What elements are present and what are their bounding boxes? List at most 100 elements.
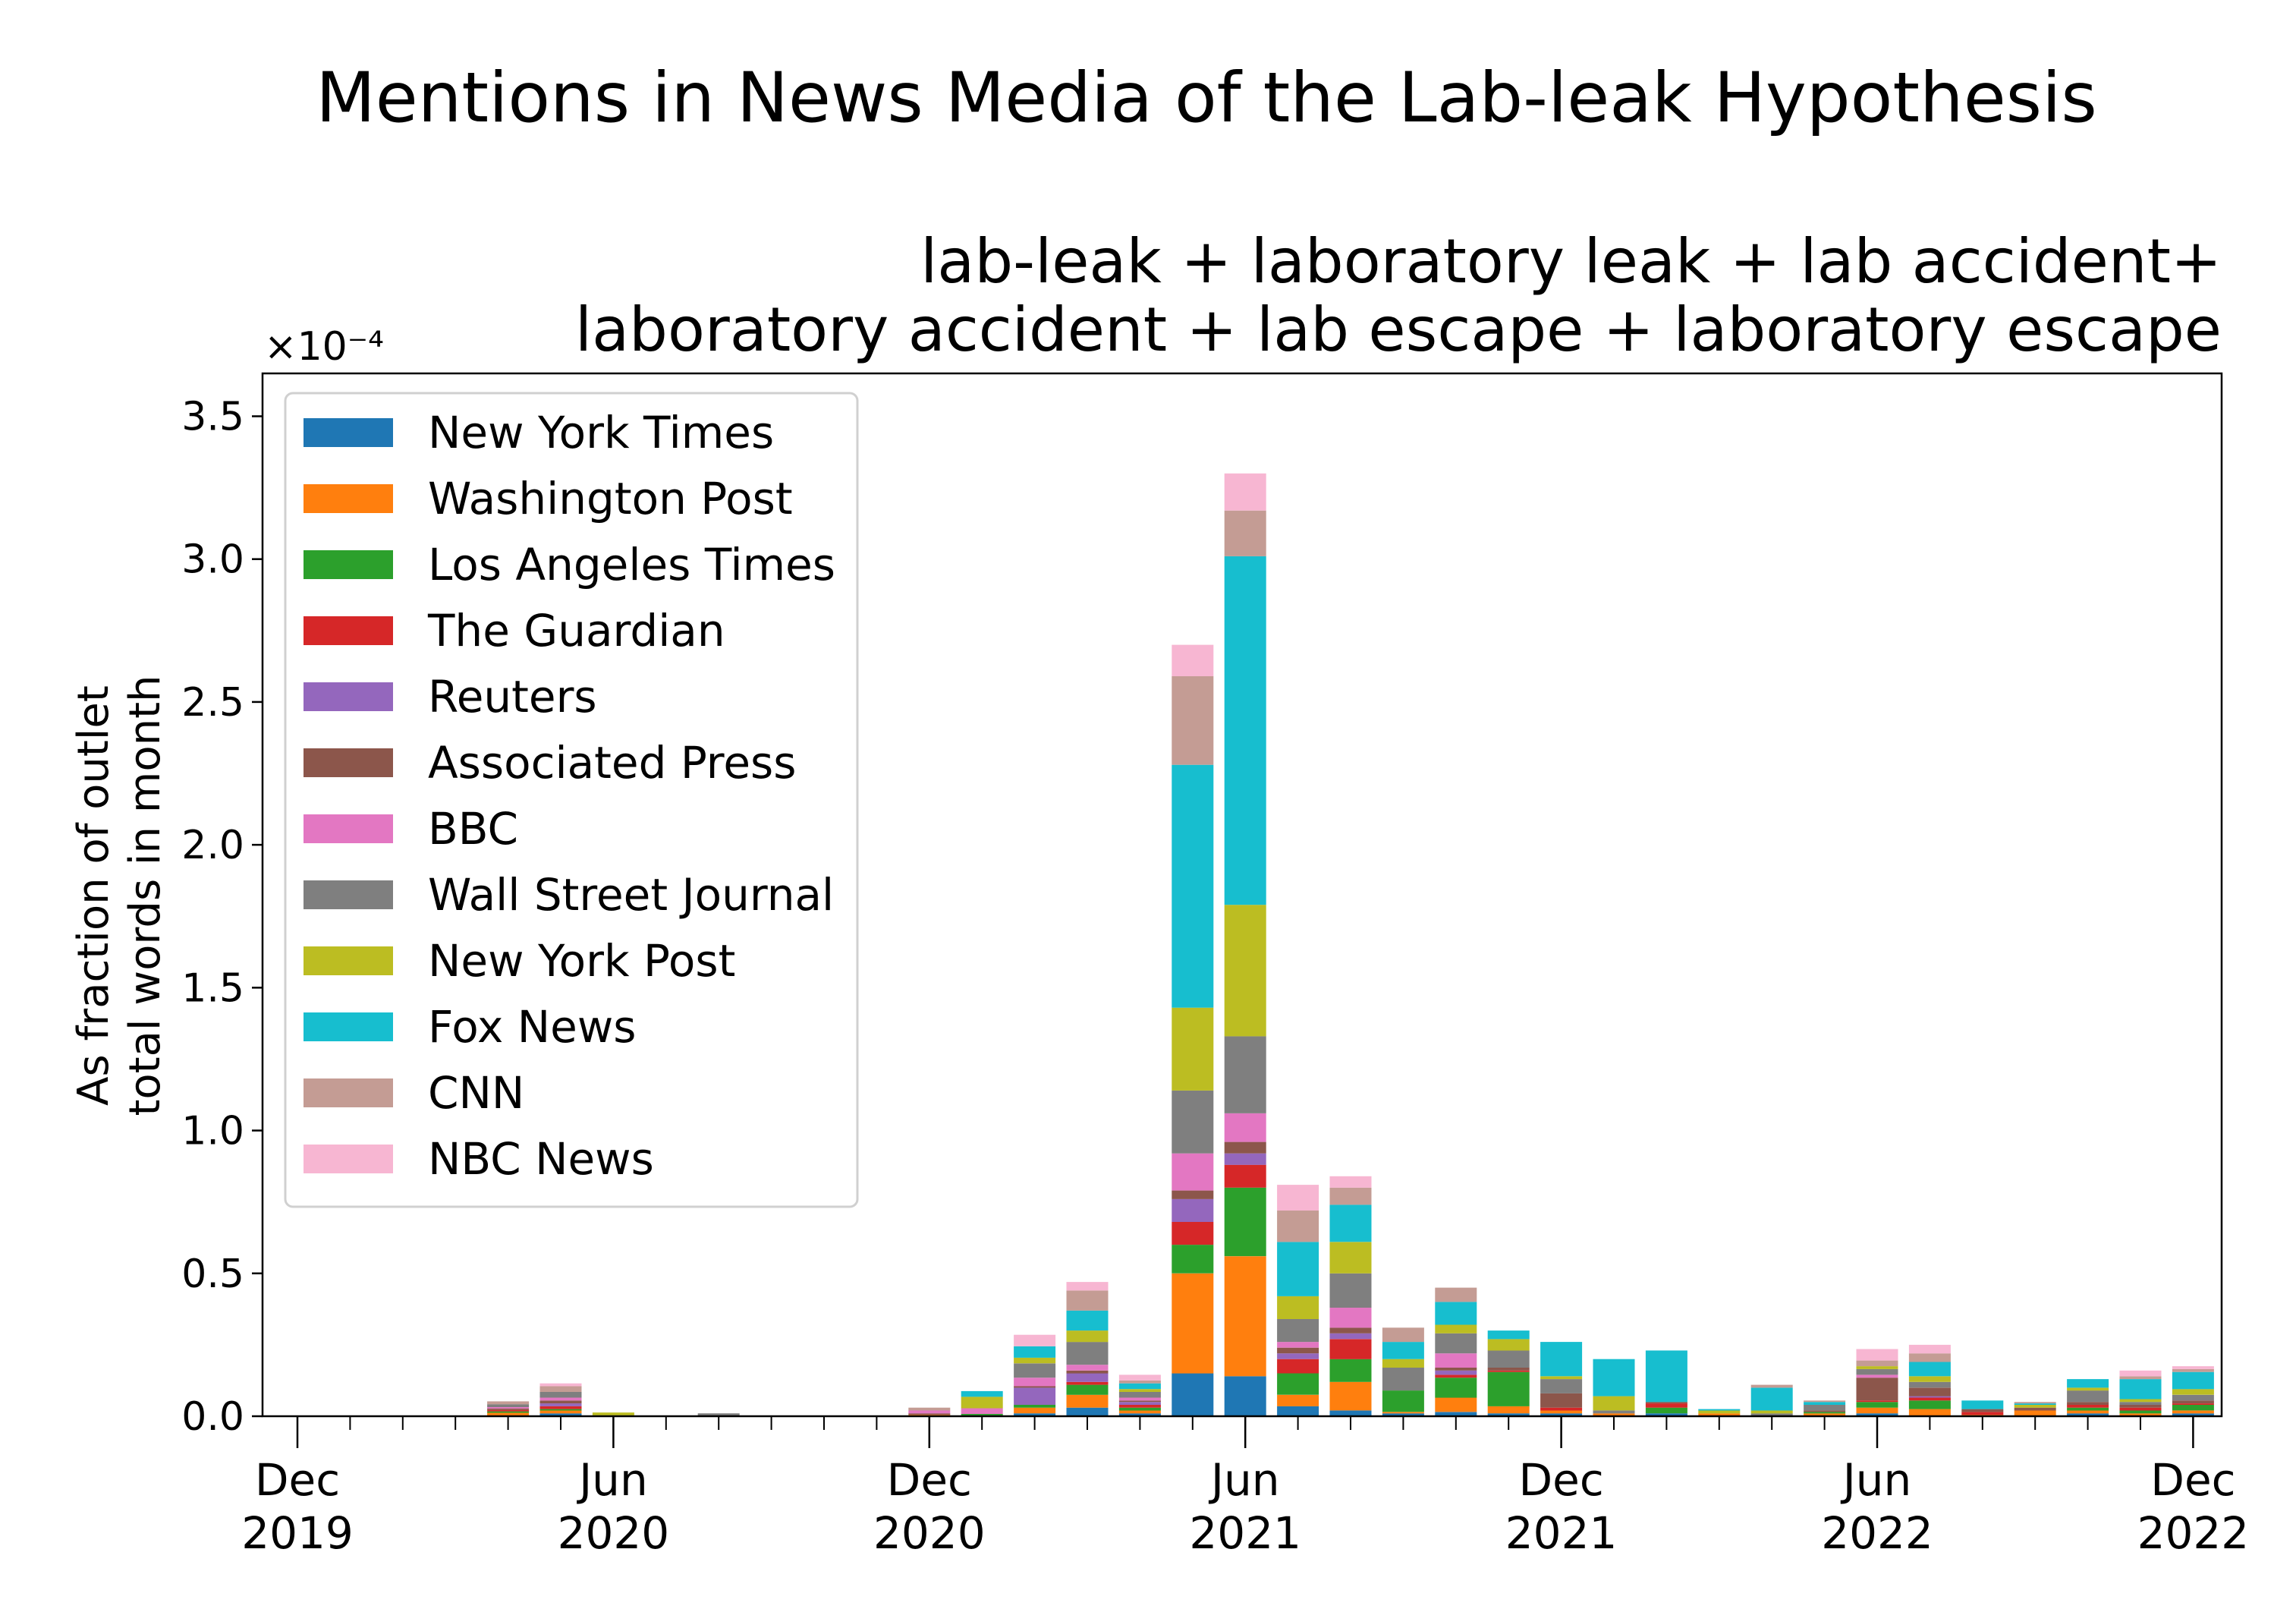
bar-segment bbox=[1804, 1402, 1846, 1405]
x-tick-label-month: Dec bbox=[255, 1454, 340, 1506]
x-tick-label-year: 2019 bbox=[241, 1507, 354, 1559]
bar-segment bbox=[1224, 1164, 1266, 1188]
bar-segment bbox=[1118, 1413, 1161, 1416]
chart-subtitle-line-2: laboratory accident + lab escape + labor… bbox=[575, 294, 2222, 365]
bar-segment bbox=[1856, 1378, 1898, 1401]
bar-segment bbox=[961, 1396, 1003, 1409]
bar-segment bbox=[1382, 1390, 1424, 1412]
bar-segment bbox=[2172, 1371, 2214, 1390]
bar-segment bbox=[2119, 1370, 2162, 1377]
bar-segment bbox=[2172, 1413, 2214, 1416]
bar-segment bbox=[1435, 1412, 1477, 1416]
bar-segment bbox=[1066, 1290, 1109, 1311]
legend: New York Times Washington Post Los Angeles… bbox=[284, 392, 859, 1208]
bar-segment bbox=[1118, 1407, 1161, 1411]
bar-segment bbox=[1172, 676, 1214, 765]
bar-segment bbox=[1540, 1393, 1583, 1408]
y-axis-label-line-2: total words in month bbox=[121, 675, 170, 1116]
bar-segment bbox=[1066, 1384, 1109, 1395]
legend-label: The Guardian bbox=[427, 605, 725, 657]
bar-segment bbox=[2119, 1404, 2162, 1408]
bar-segment bbox=[1172, 764, 1214, 1008]
bar-segment bbox=[1435, 1370, 1477, 1375]
bar-segment bbox=[1172, 1007, 1214, 1091]
bar-segment bbox=[1593, 1410, 1635, 1414]
bar-segment bbox=[1435, 1353, 1477, 1368]
bar-segment bbox=[1277, 1359, 1319, 1374]
bar-segment bbox=[961, 1390, 1003, 1397]
bar-segment bbox=[1540, 1342, 1583, 1377]
legend-label: New York Times bbox=[428, 407, 774, 458]
bar-segment bbox=[1014, 1334, 1056, 1346]
bar-segment bbox=[1804, 1404, 1846, 1411]
legend-swatch bbox=[304, 880, 393, 909]
y-axis-label-line-1: As fraction of outlet bbox=[69, 685, 118, 1106]
legend-box bbox=[284, 392, 859, 1208]
bar-segment bbox=[1487, 1371, 1530, 1406]
bar-segment bbox=[1487, 1330, 1530, 1340]
bar-segment bbox=[1750, 1410, 1793, 1414]
bar-segment bbox=[1014, 1386, 1056, 1388]
bar-segment bbox=[1224, 905, 1266, 1037]
bar-segment bbox=[1856, 1366, 1898, 1369]
legend-label: Associated Press bbox=[428, 737, 796, 789]
bar-segment bbox=[592, 1412, 634, 1415]
bar-segment bbox=[1435, 1397, 1477, 1412]
legend-label: Los Angeles Times bbox=[428, 539, 835, 590]
bar-segment bbox=[1066, 1407, 1109, 1416]
bar-segment bbox=[1014, 1387, 1056, 1405]
bar-segment bbox=[1329, 1410, 1372, 1416]
bar-segment bbox=[1224, 1036, 1266, 1113]
bar-segment bbox=[487, 1411, 530, 1413]
bar-segment bbox=[1118, 1400, 1161, 1403]
bar-segment bbox=[908, 1407, 951, 1411]
bar-segment bbox=[1172, 1245, 1214, 1274]
bar-segment bbox=[1118, 1389, 1161, 1392]
bar-segment bbox=[1382, 1359, 1424, 1368]
bar-segment bbox=[1908, 1409, 1951, 1416]
bar-segment bbox=[1277, 1211, 1319, 1242]
bar-segment bbox=[1066, 1282, 1109, 1291]
x-tick-label-year: 2021 bbox=[1189, 1507, 1301, 1559]
legend-label: NBC News bbox=[428, 1133, 654, 1185]
bar-segment bbox=[1329, 1204, 1372, 1242]
bar-segment bbox=[1750, 1387, 1793, 1411]
bar-segment bbox=[1856, 1368, 1898, 1375]
legend-swatch bbox=[304, 418, 393, 447]
bar-segment bbox=[1329, 1359, 1372, 1382]
bar-segment bbox=[539, 1392, 582, 1398]
bar-segment bbox=[1329, 1176, 1372, 1188]
bar-segment bbox=[1172, 1273, 1214, 1374]
bar-segment bbox=[1435, 1378, 1477, 1398]
bar-segment bbox=[1277, 1242, 1319, 1296]
bar-segment bbox=[1014, 1413, 1056, 1416]
y-tick-label: 0.0 bbox=[181, 1394, 244, 1440]
bars-layer bbox=[382, 473, 2214, 1416]
bar-segment bbox=[2172, 1394, 2214, 1401]
bar-segment bbox=[1277, 1406, 1319, 1416]
bar-segment bbox=[1172, 1373, 1214, 1416]
bar-segment bbox=[539, 1409, 582, 1411]
bar-segment bbox=[2119, 1410, 2162, 1414]
legend-swatch bbox=[304, 1078, 393, 1107]
bar-segment bbox=[1487, 1413, 1530, 1416]
bar-segment bbox=[1487, 1370, 1530, 1372]
bar-segment bbox=[1645, 1407, 1687, 1414]
bar-segment bbox=[1118, 1392, 1161, 1398]
bar-segment bbox=[1487, 1339, 1530, 1351]
bar-segment bbox=[1487, 1350, 1530, 1368]
bar-segment bbox=[2119, 1402, 2162, 1405]
bar-segment bbox=[539, 1406, 582, 1409]
bar-segment bbox=[1908, 1387, 1951, 1396]
bar-segment bbox=[1750, 1384, 1793, 1388]
bar-segment bbox=[1856, 1400, 1898, 1403]
bar-segment bbox=[1645, 1350, 1687, 1403]
x-tick-label-month: Jun bbox=[1841, 1454, 1912, 1506]
bar-segment bbox=[1540, 1413, 1583, 1416]
bar-segment bbox=[2172, 1403, 2214, 1405]
bar-segment bbox=[2067, 1404, 2109, 1408]
bar-segment bbox=[1540, 1376, 1583, 1380]
bar-segment bbox=[2119, 1399, 2162, 1403]
bar-segment bbox=[1645, 1402, 1687, 1404]
y-tick-label: 2.0 bbox=[181, 823, 244, 868]
